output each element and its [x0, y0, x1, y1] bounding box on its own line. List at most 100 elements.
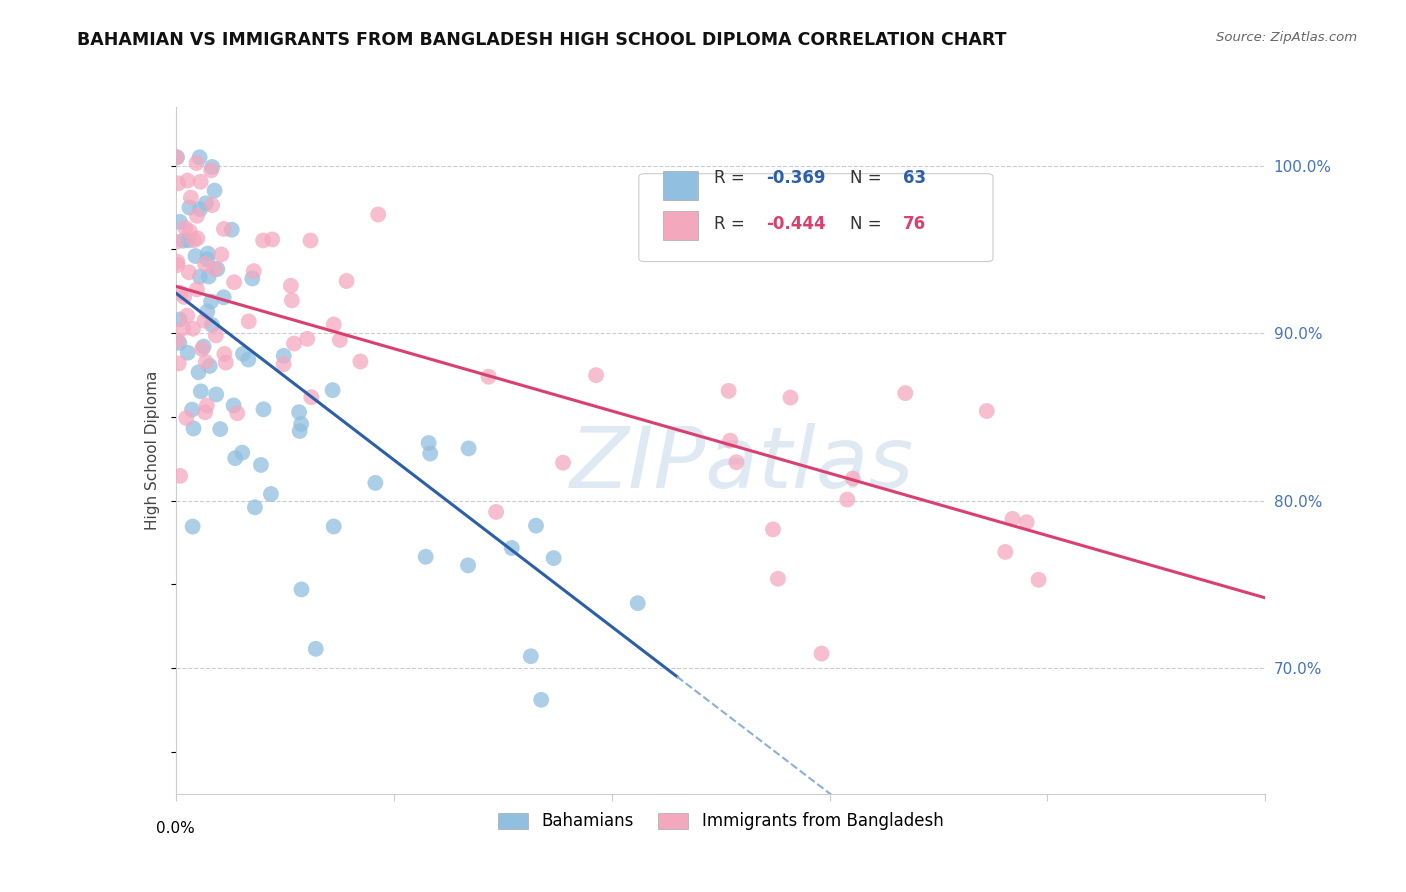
Point: [179, 224, 201, 238]
Point: [349, 354, 371, 368]
Point: [283, 336, 305, 351]
Point: [1001, 512, 1024, 526]
Point: [718, 434, 741, 448]
Point: [166, 334, 188, 348]
Point: [181, 519, 204, 533]
Point: [543, 551, 565, 566]
Point: [195, 304, 218, 318]
Point: [201, 160, 224, 174]
Point: [273, 349, 295, 363]
Point: [198, 359, 221, 373]
Point: [457, 442, 479, 456]
Point: [183, 233, 205, 247]
Point: [810, 647, 832, 661]
Point: [762, 523, 785, 537]
Point: [842, 471, 865, 485]
Point: [193, 313, 215, 327]
Text: -0.444: -0.444: [766, 215, 825, 233]
Text: ZIPatlas: ZIPatlas: [571, 423, 914, 506]
Point: [243, 500, 266, 515]
Point: [169, 335, 191, 350]
Point: [190, 175, 212, 189]
Point: [167, 177, 190, 191]
Text: -0.369: -0.369: [766, 169, 825, 186]
Point: [418, 436, 440, 450]
Point: [177, 265, 200, 279]
Text: 63: 63: [903, 169, 925, 186]
Point: [172, 321, 194, 335]
Point: [281, 293, 304, 308]
Point: [530, 693, 553, 707]
Point: [262, 232, 284, 246]
Point: [195, 399, 218, 413]
Point: [1015, 515, 1038, 529]
Point: [204, 184, 226, 198]
Point: [180, 191, 202, 205]
Point: [209, 247, 232, 261]
Point: [184, 249, 207, 263]
Point: [169, 285, 191, 300]
Point: [173, 290, 195, 304]
Point: [194, 196, 217, 211]
Point: [240, 271, 263, 285]
Point: [169, 468, 191, 483]
FancyBboxPatch shape: [638, 174, 993, 261]
Point: [322, 318, 344, 332]
Point: [165, 235, 187, 249]
Point: [197, 246, 219, 260]
Point: [186, 209, 208, 223]
Point: [222, 399, 245, 413]
Point: [894, 386, 917, 401]
Point: [242, 264, 264, 278]
Point: [207, 262, 229, 277]
Point: [191, 342, 214, 356]
Point: [994, 545, 1017, 559]
Point: [627, 596, 650, 610]
Point: [280, 278, 302, 293]
FancyBboxPatch shape: [662, 211, 697, 240]
Point: [195, 252, 218, 267]
Point: [177, 233, 200, 247]
Text: R =: R =: [714, 215, 749, 233]
Point: [176, 309, 198, 323]
Point: [221, 222, 243, 236]
Point: [322, 519, 344, 533]
Text: Source: ZipAtlas.com: Source: ZipAtlas.com: [1216, 31, 1357, 45]
Point: [520, 649, 543, 664]
Point: [551, 456, 574, 470]
Point: [297, 332, 319, 346]
Point: [187, 365, 209, 379]
Point: [305, 641, 328, 656]
Point: [200, 163, 222, 178]
Text: N =: N =: [851, 169, 887, 186]
Point: [181, 322, 204, 336]
Point: [194, 257, 217, 271]
Text: 76: 76: [903, 215, 925, 233]
Text: 0.0%: 0.0%: [156, 822, 195, 837]
Point: [226, 406, 249, 420]
Point: [179, 201, 201, 215]
Point: [194, 355, 217, 369]
Point: [725, 455, 748, 469]
Point: [166, 254, 188, 268]
Point: [232, 347, 254, 361]
Point: [477, 369, 499, 384]
Point: [190, 384, 212, 399]
Point: [322, 383, 344, 397]
Point: [976, 404, 998, 418]
Point: [209, 422, 232, 436]
Point: [335, 274, 357, 288]
Point: [717, 384, 740, 398]
Text: N =: N =: [851, 215, 887, 233]
Point: [260, 487, 283, 501]
Point: [329, 333, 352, 347]
Point: [174, 221, 197, 235]
Point: [215, 356, 238, 370]
Point: [201, 318, 224, 332]
Point: [183, 421, 205, 435]
Point: [1028, 573, 1050, 587]
Point: [252, 234, 274, 248]
Point: [188, 150, 211, 164]
Point: [176, 411, 198, 425]
Point: [238, 314, 260, 328]
